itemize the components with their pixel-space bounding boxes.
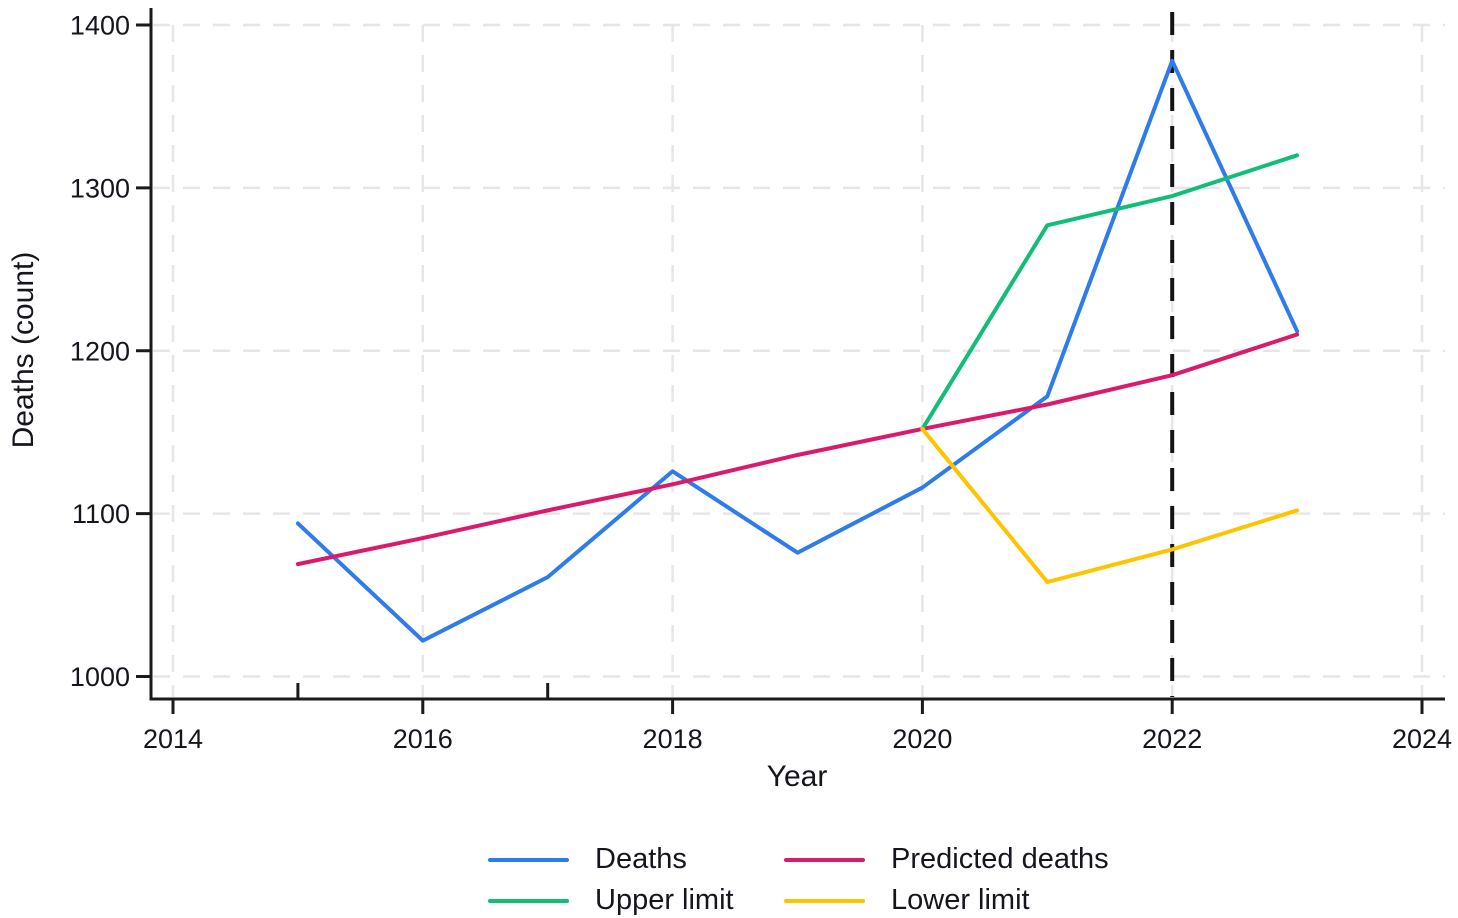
x-tick-label: 2016 bbox=[393, 724, 453, 754]
y-tick-label: 1200 bbox=[70, 336, 130, 366]
legend-item-predicted-deaths: Predicted deaths bbox=[784, 839, 1109, 880]
legend-label-upper-limit: Upper limit bbox=[595, 884, 734, 916]
y-tick-label: 1400 bbox=[70, 11, 130, 41]
y-tick-label: 1100 bbox=[72, 499, 130, 529]
y-tick-label: 1300 bbox=[70, 173, 130, 203]
series-line-predicted-deaths bbox=[295, 332, 1300, 567]
deaths-line-swatch bbox=[488, 857, 569, 862]
x-axis-title: Year bbox=[766, 760, 828, 793]
x-tick-label: 2014 bbox=[143, 724, 203, 754]
legend-item-lower-limit: Lower limit bbox=[784, 880, 1104, 918]
legend: Deaths Predicted deaths Upper limit Lowe… bbox=[488, 839, 1109, 918]
legend-label-lower-limit: Lower limit bbox=[891, 884, 1030, 916]
y-tick-label: 1000 bbox=[70, 662, 130, 692]
legend-label-predicted-deaths: Predicted deaths bbox=[891, 843, 1109, 875]
legend-label-deaths: Deaths bbox=[595, 843, 687, 875]
x-tick-label: 2024 bbox=[1392, 724, 1452, 754]
legend-item-upper-limit: Upper limit bbox=[488, 880, 784, 918]
lower-limit-line-swatch bbox=[784, 898, 865, 903]
y-axis-title: Deaths (count) bbox=[7, 251, 40, 449]
series-line-upper-limit bbox=[920, 153, 1300, 431]
x-tick-label: 2018 bbox=[643, 724, 703, 754]
predicted-deaths-line-swatch bbox=[784, 857, 865, 862]
series-line-deaths bbox=[295, 58, 1300, 643]
x-tick-label: 2020 bbox=[892, 724, 952, 754]
series-line-lower-limit bbox=[920, 426, 1300, 585]
x-tick-label: 2022 bbox=[1142, 724, 1202, 754]
upper-limit-line-swatch bbox=[488, 898, 569, 903]
legend-item-deaths: Deaths bbox=[488, 839, 784, 880]
